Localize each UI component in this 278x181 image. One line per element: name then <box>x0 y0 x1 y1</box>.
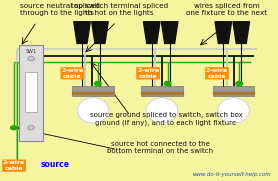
Polygon shape <box>233 22 249 43</box>
Ellipse shape <box>146 98 178 123</box>
Text: 2-wire
cable: 2-wire cable <box>137 68 159 79</box>
Bar <box>72 86 114 96</box>
Text: SW1: SW1 <box>26 49 37 54</box>
Bar <box>213 92 254 94</box>
Bar <box>19 45 43 141</box>
Text: source neutral spliced
through to the lights: source neutral spliced through to the li… <box>20 3 100 16</box>
Polygon shape <box>74 22 90 43</box>
Text: wires spliced from
one fixture to the next: wires spliced from one fixture to the ne… <box>186 3 267 16</box>
Bar <box>141 86 183 96</box>
Bar <box>72 92 114 94</box>
Circle shape <box>28 126 34 130</box>
Ellipse shape <box>77 98 109 123</box>
Circle shape <box>164 81 171 86</box>
Text: www.do-it-yourself-help.com: www.do-it-yourself-help.com <box>192 172 271 177</box>
Text: source hot connected to the
bottom terminal on the switch: source hot connected to the bottom termi… <box>108 141 214 154</box>
Ellipse shape <box>218 98 249 123</box>
Polygon shape <box>215 22 232 43</box>
Circle shape <box>11 126 17 130</box>
Text: 2-wire
cable: 2-wire cable <box>61 68 83 79</box>
Text: 2-wire
cable: 2-wire cable <box>206 68 228 79</box>
Text: top switch terminal spliced
to hot on the lights: top switch terminal spliced to hot on th… <box>71 3 168 16</box>
Bar <box>213 86 254 96</box>
Text: source: source <box>41 160 70 169</box>
Text: 2-wire
cable: 2-wire cable <box>3 160 25 171</box>
Circle shape <box>95 81 101 86</box>
Bar <box>141 92 183 94</box>
Bar <box>25 72 37 112</box>
Text: source ground spliced to switch, switch box
ground (if any), and to each light f: source ground spliced to switch, switch … <box>90 112 242 126</box>
Polygon shape <box>92 22 108 43</box>
Polygon shape <box>143 22 160 43</box>
Circle shape <box>28 56 34 61</box>
Polygon shape <box>161 22 178 43</box>
Circle shape <box>236 81 242 86</box>
